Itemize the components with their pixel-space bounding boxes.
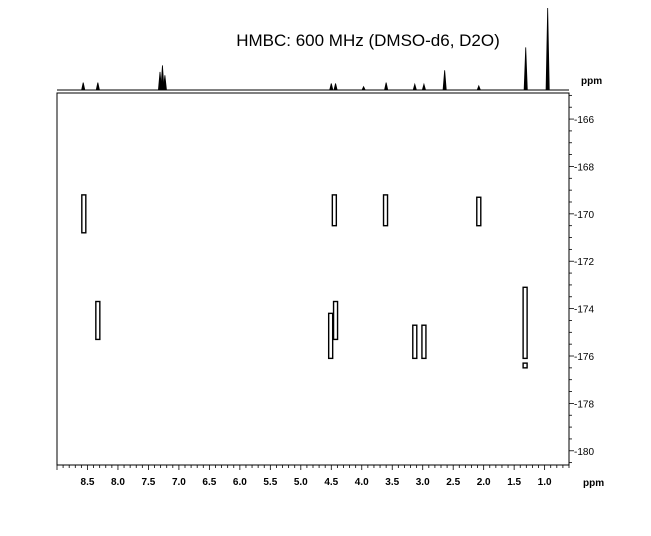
plot-border xyxy=(56,92,570,466)
x-tick-label: 4.5 xyxy=(324,477,338,488)
x-axis: 8.5 8.0 7.5 7.0 6.5 6.0 5.5 5.0 4.5 4.0 3.5 3.0 2.5 2… xyxy=(56,465,570,488)
cross-peak xyxy=(522,362,528,369)
y-axis: -166 -168 -170 -172 -174 -176 -178 -180 xyxy=(569,94,594,464)
spectrum-peak xyxy=(81,82,86,91)
x-tick-label: 2.5 xyxy=(446,477,460,488)
cross-peaks xyxy=(81,194,528,369)
spectrum-peak xyxy=(329,83,334,91)
spectrum-peak xyxy=(162,75,167,91)
x-tick-label: 1.0 xyxy=(538,477,552,488)
spectrum-peak xyxy=(442,70,447,91)
cross-peak xyxy=(327,312,334,360)
y-tick-label: -168 xyxy=(574,162,594,173)
y-tick-label: -180 xyxy=(574,447,594,458)
y-tick-label: -170 xyxy=(574,210,594,221)
spectrum-peak xyxy=(412,82,417,91)
spectrum-peak xyxy=(95,82,100,91)
spectrum-peak xyxy=(333,83,338,91)
x-tick-label: 7.0 xyxy=(172,477,186,488)
x-tick-label: 7.5 xyxy=(141,477,155,488)
x-tick-label: 8.5 xyxy=(81,477,95,488)
x-tick-label: 5.0 xyxy=(294,477,308,488)
spectrum-peak xyxy=(476,84,481,91)
x-tick-label: 4.0 xyxy=(355,477,369,488)
spectrum-peak xyxy=(384,82,389,91)
y-tick-label: -178 xyxy=(574,399,594,410)
chart-title: HMBC: 600 MHz (DMSO-d6, D2O) xyxy=(236,31,500,50)
y-tick-label: -174 xyxy=(574,305,594,316)
spectrum-peak xyxy=(523,47,528,91)
y-axis-label: ppm xyxy=(581,76,602,87)
cross-peak xyxy=(81,194,87,234)
y-tick-label: -176 xyxy=(574,352,594,363)
x-tick-label: 1.5 xyxy=(507,477,521,488)
cross-peak xyxy=(331,194,338,227)
x-tick-label: 8.0 xyxy=(111,477,125,488)
cross-peak xyxy=(332,300,339,341)
spectrum-peak xyxy=(421,82,427,91)
cross-peak xyxy=(382,194,389,227)
x-tick-label: 2.0 xyxy=(477,477,491,488)
cross-peak xyxy=(412,324,418,360)
spectrum-peak xyxy=(545,7,550,91)
plot-frame xyxy=(56,89,570,466)
x-tick-label: 6.0 xyxy=(233,477,247,488)
y-tick-label: -172 xyxy=(574,257,594,268)
y-tick-label: -166 xyxy=(574,115,594,126)
cross-peak xyxy=(421,324,427,360)
x-axis-label: ppm xyxy=(583,478,604,489)
x-tick-label: 5.5 xyxy=(263,477,277,488)
cross-peak xyxy=(476,196,482,227)
x-tick-label: 3.0 xyxy=(416,477,430,488)
x-tick-label: 3.5 xyxy=(385,477,399,488)
cross-peak xyxy=(95,300,101,341)
cross-peak xyxy=(522,286,528,360)
x-tick-label: 6.5 xyxy=(202,477,216,488)
